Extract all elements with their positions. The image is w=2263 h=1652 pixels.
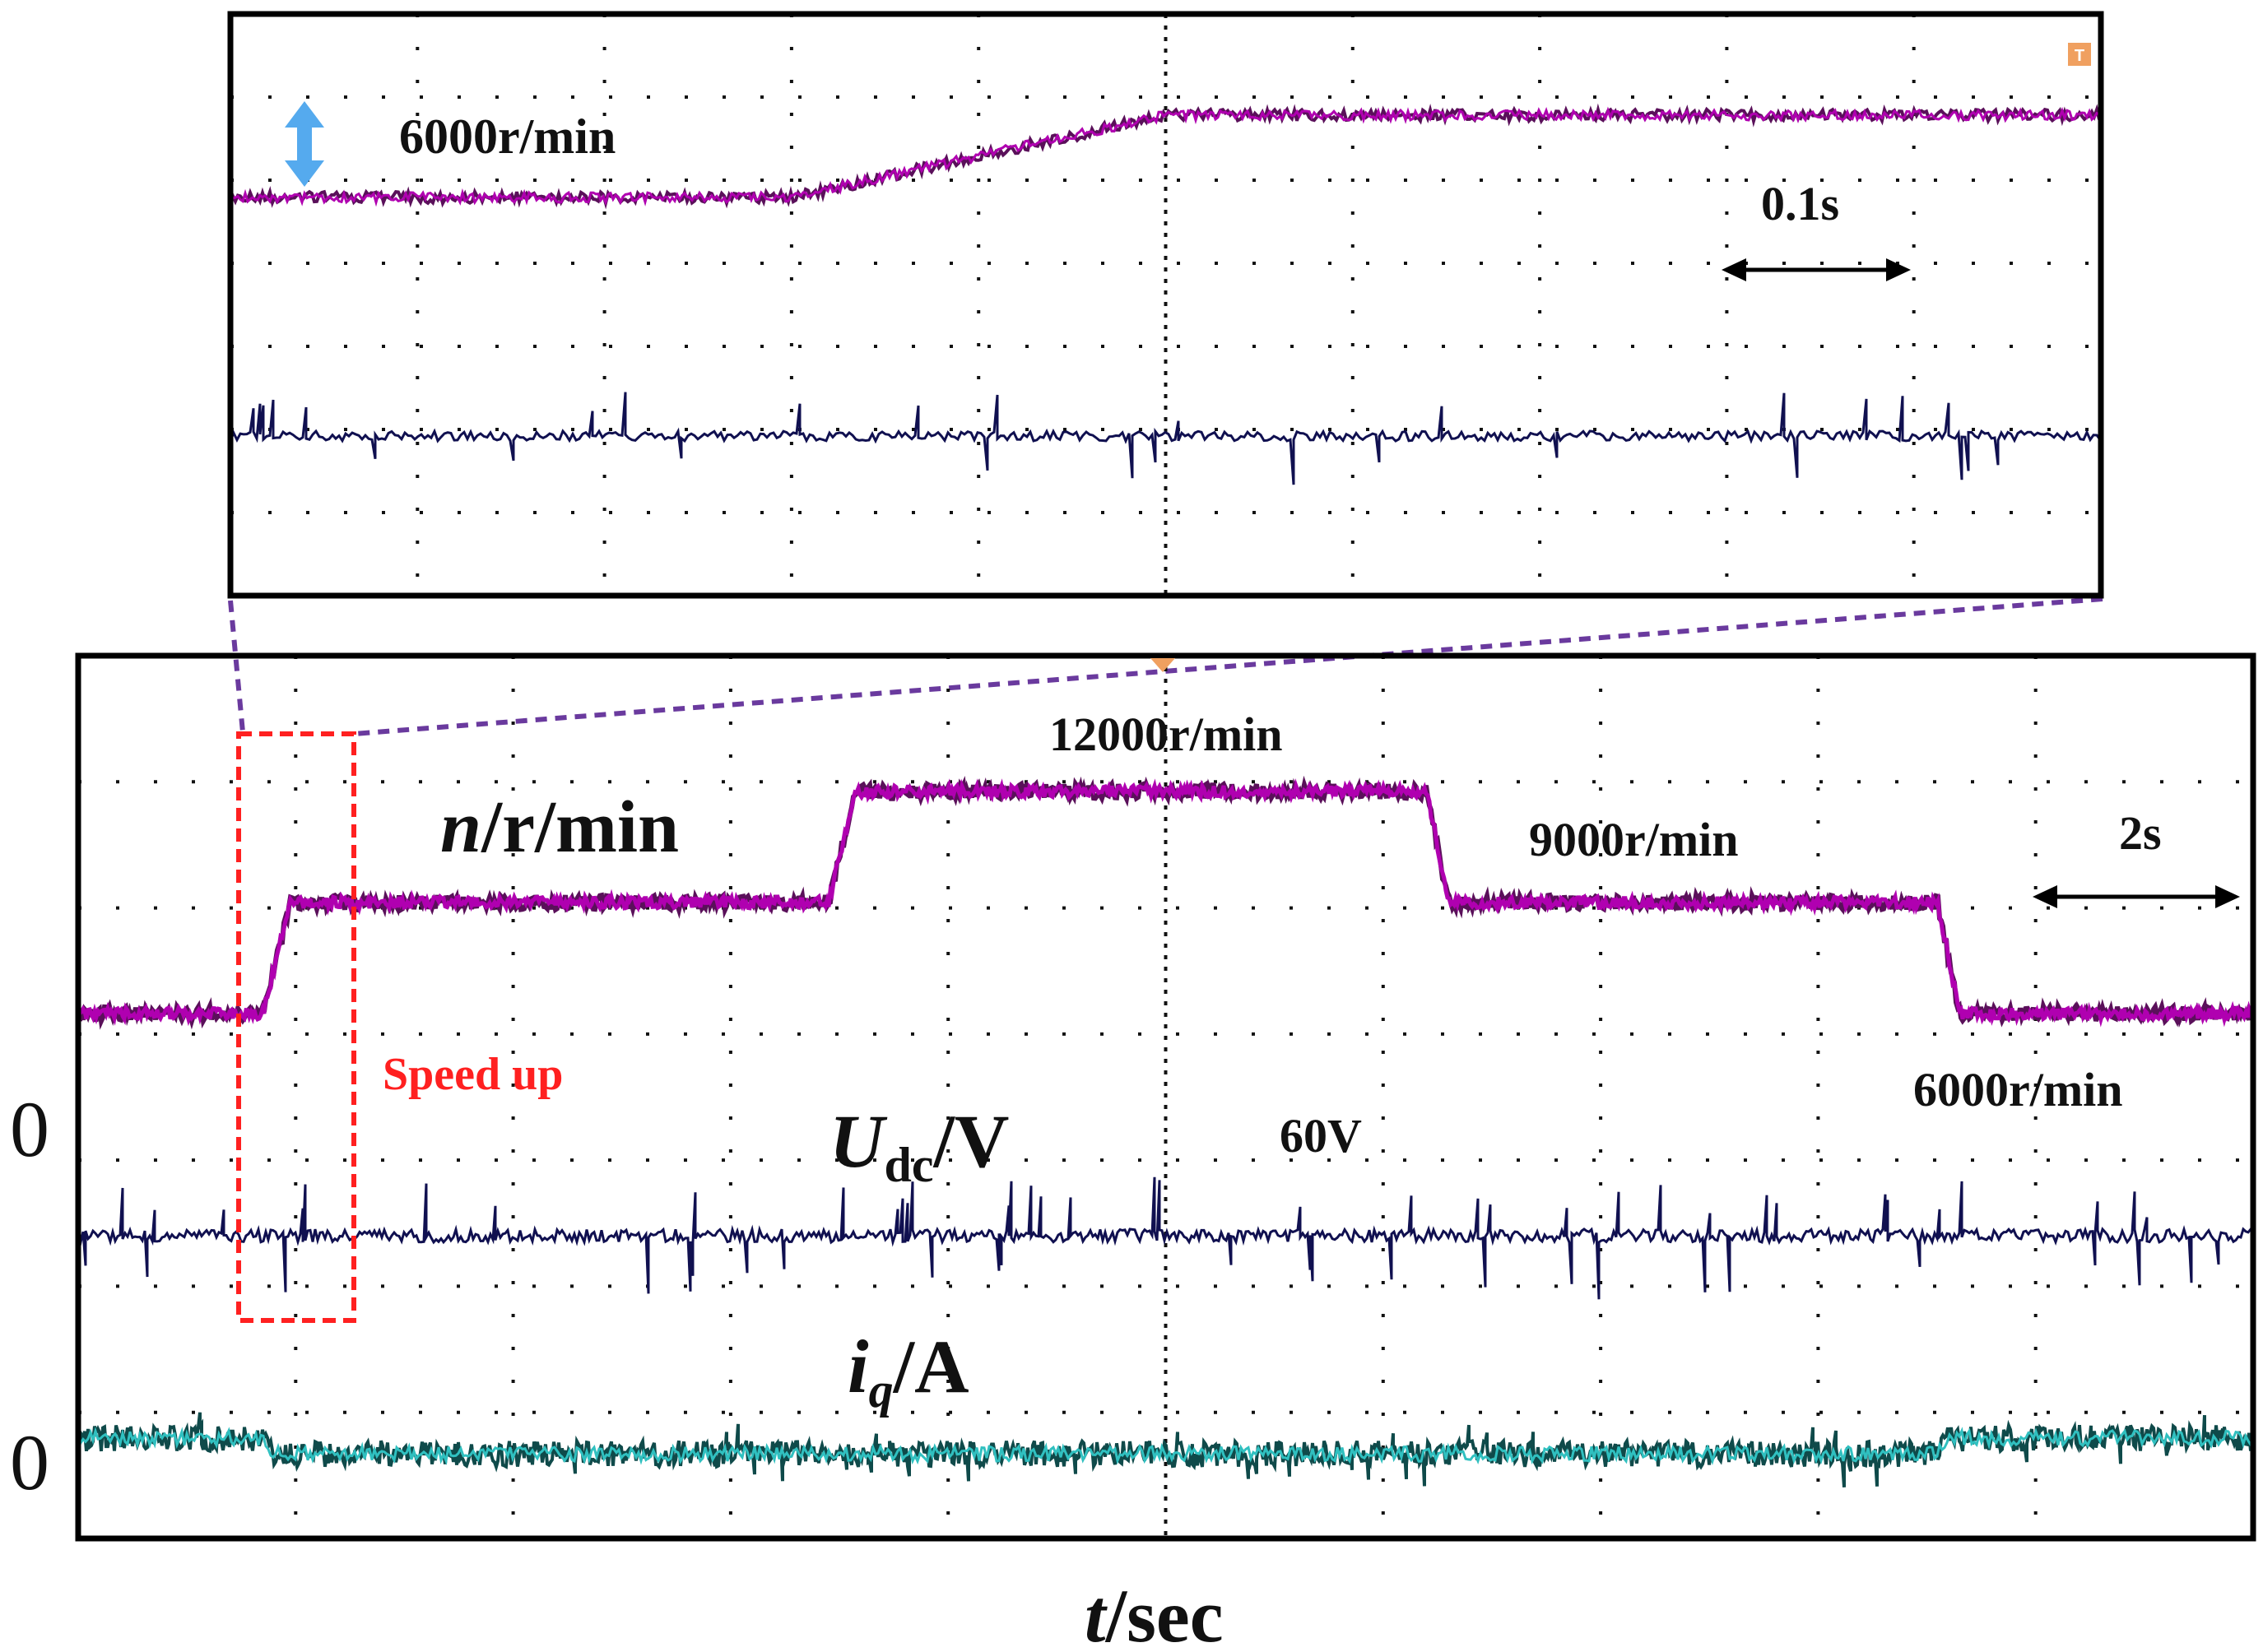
iq-trace: [77, 1427, 2255, 1466]
speed-up-label: Speed up: [383, 1049, 563, 1100]
cursor-arrow-icon: [285, 101, 324, 187]
iq-trace-shadow: [77, 1412, 2254, 1487]
time-scale-arrow: [2033, 885, 2240, 908]
zoom-connector-right: [353, 596, 2103, 736]
iq-axis-label: iq/A: [848, 1325, 969, 1418]
zoom-time-scale-label: 0.1s: [1761, 177, 1839, 230]
speed-9000-label: 9000r/min: [1529, 813, 1739, 866]
speed-axis-unit: /r/min: [481, 787, 679, 868]
udc-axis-subscript: dc: [884, 1138, 933, 1192]
zoom-panel: T 6000r/min 0.1s: [227, 11, 2104, 599]
zoom-speed-label: 6000r/min: [399, 109, 616, 164]
main-panel-frame: [75, 652, 2256, 1542]
iq-zero-label: 0: [10, 1418, 49, 1506]
zoom-time-scale-arrow: [1722, 258, 1911, 281]
main-grid: [78, 656, 2253, 1538]
trigger-marker-label: T: [2075, 47, 2084, 65]
speed-trace: [78, 778, 2255, 1028]
trigger-marker-icon: T: [2068, 43, 2091, 66]
iq-axis-symbol: i: [848, 1325, 869, 1408]
zoom-udc-trace: [229, 392, 2102, 485]
trigger-pointer-icon: [1150, 658, 1175, 672]
speed-6000-label: 6000r/min: [1913, 1063, 2123, 1116]
zoom-panel-frame: [227, 11, 2104, 599]
time-axis-unit: /sec: [1105, 1574, 1224, 1652]
main-panel: Speed up n/r/min 12000r/min 9000r/min 60…: [75, 652, 2256, 1542]
zoom-grid: [230, 14, 2101, 596]
udc-axis-symbol: U: [829, 1099, 888, 1183]
udc-zero-label: 0: [10, 1085, 49, 1173]
speed-12000-label: 12000r/min: [1049, 708, 1283, 761]
speed-axis-symbol: n: [440, 787, 481, 868]
iq-axis-unit: /A: [893, 1325, 969, 1408]
time-axis-label: t/sec: [1085, 1574, 1224, 1652]
iq-axis-subscript: q: [869, 1363, 894, 1418]
time-scale-label: 2s: [2119, 806, 2162, 860]
udc-value-label: 60V: [1280, 1109, 1362, 1162]
time-axis-symbol: t: [1085, 1574, 1108, 1652]
udc-axis-label: Udc/V: [829, 1099, 1009, 1192]
zoom-speed-trace: [230, 106, 2100, 207]
udc-axis-unit: /V: [932, 1099, 1009, 1183]
speed-axis-label: n/r/min: [440, 787, 679, 868]
zoom-connector-left: [228, 600, 245, 733]
udc-trace: [77, 1176, 2254, 1300]
